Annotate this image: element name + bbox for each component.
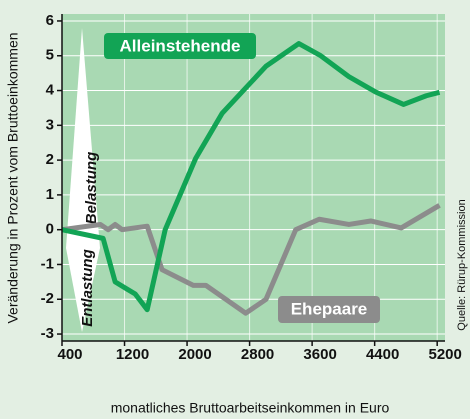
relief-wedge xyxy=(66,248,100,332)
y-tick-label: 1 xyxy=(46,186,54,203)
x-tick-label: 1200 xyxy=(116,346,149,363)
series-label-box xyxy=(104,33,256,59)
y-tick-label: 0 xyxy=(46,221,54,238)
y-tick-label: 4 xyxy=(46,82,55,99)
y-tick-label: -3 xyxy=(41,325,54,342)
series-label: Alleinstehende xyxy=(120,36,241,55)
y-tick-label: 2 xyxy=(46,151,54,168)
source: Quelle: Rürup-Kommission xyxy=(456,199,468,330)
load-wedge xyxy=(66,28,100,248)
x-tick-label: 5200 xyxy=(428,346,461,363)
y-tick-label: -1 xyxy=(41,255,54,272)
annotation: Entlastung xyxy=(79,249,96,327)
y-tick-label: 3 xyxy=(46,116,54,133)
series-label: Ehepaare xyxy=(291,299,368,318)
annotation: Belastung xyxy=(83,152,100,225)
y-axis-label: Veränderung in Prozent vom Bruttoeinkomm… xyxy=(5,32,21,323)
x-tick-label: 400 xyxy=(57,346,82,363)
series-line xyxy=(61,203,441,316)
x-tick-label: 4400 xyxy=(366,346,399,363)
x-tick-label: 3600 xyxy=(303,346,336,363)
series-label-box xyxy=(278,296,380,323)
y-tick-label: 6 xyxy=(46,12,54,29)
x-tick-label: 2000 xyxy=(178,346,211,363)
y-tick-label: 5 xyxy=(46,47,54,64)
plot-area xyxy=(62,14,445,341)
y-tick-label: -2 xyxy=(41,290,54,307)
x-axis-label: monatliches Bruttoarbeitseinkommen in Eu… xyxy=(111,400,390,416)
x-tick-label: 2800 xyxy=(241,346,274,363)
series-line xyxy=(61,41,441,313)
